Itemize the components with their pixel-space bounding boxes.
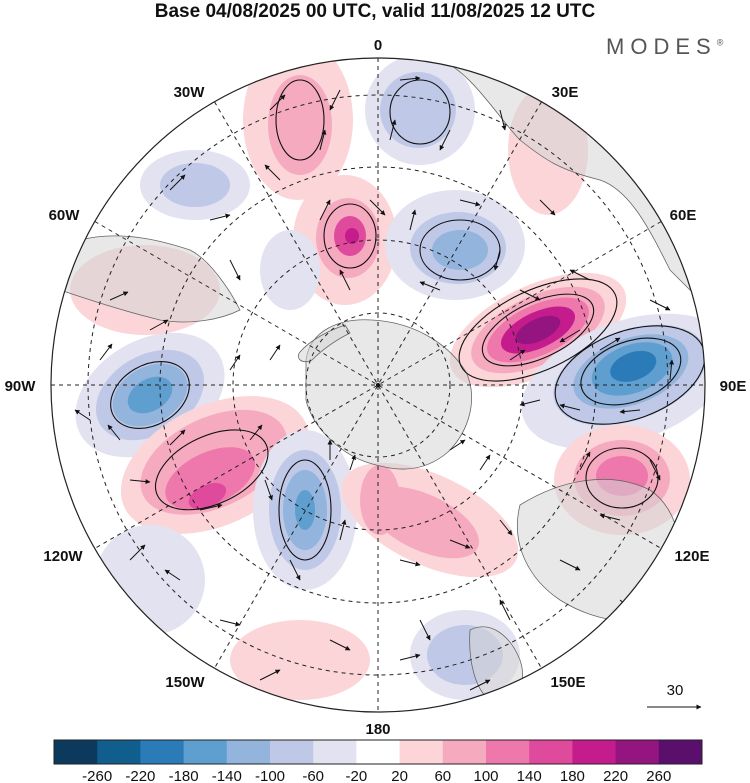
colorbar-swatch bbox=[399, 740, 444, 764]
lon-label-60w: 60W bbox=[49, 207, 81, 224]
lon-label-180: 180 bbox=[365, 721, 390, 738]
wind-vectors bbox=[74, 75, 675, 691]
colorbar-tick: 60 bbox=[434, 768, 451, 783]
colorbar-swatch bbox=[140, 740, 185, 764]
map-disk bbox=[51, 58, 705, 712]
colorbar-swatch bbox=[529, 740, 573, 764]
colorbar-swatch bbox=[97, 740, 141, 764]
colorbar-swatch bbox=[226, 740, 271, 764]
colorbar-tick: -220 bbox=[125, 768, 155, 783]
colorbar-swatch bbox=[615, 740, 660, 764]
colorbar-tick: 20 bbox=[391, 768, 408, 783]
colorbar-swatch bbox=[183, 740, 228, 764]
map-boundary bbox=[50, 57, 706, 713]
anomaly-positive-50e bbox=[449, 272, 627, 388]
colorbar-tick: -60 bbox=[302, 768, 324, 783]
colorbar-tick: -180 bbox=[169, 768, 199, 783]
colorbar-swatch bbox=[486, 740, 530, 764]
south-pole bbox=[376, 383, 380, 387]
colorbar-tick: -100 bbox=[255, 768, 285, 783]
colorbar-swatch bbox=[54, 740, 98, 764]
lon-label-120e: 120E bbox=[674, 548, 709, 565]
brand-mark: ® bbox=[716, 37, 724, 48]
lon-label-30e: 30E bbox=[552, 84, 579, 101]
map-title: Base 04/08/2025 00 UTC, valid 11/08/2025… bbox=[154, 1, 596, 22]
lon-label-30w: 30W bbox=[174, 84, 206, 101]
colorbar-tick: -20 bbox=[346, 768, 368, 783]
colorbar-tick: -260 bbox=[82, 768, 112, 783]
lon-label-60e: 60E bbox=[670, 207, 697, 224]
lon-label-90e: 90E bbox=[720, 378, 747, 395]
colorbar-swatch bbox=[313, 740, 357, 764]
colorbar-swatch bbox=[270, 740, 314, 764]
colorbar-frame bbox=[53, 739, 703, 765]
longitude-labels: 0 30E 60E 90E 120E 150E 180 150W 120W 90… bbox=[5, 37, 747, 738]
antarctic-peninsula bbox=[297, 324, 351, 363]
lon-label-90w: 90W bbox=[5, 378, 37, 395]
colorbar-tick: 260 bbox=[646, 768, 671, 783]
reference-vector-label: 30 bbox=[667, 682, 684, 699]
colorbar bbox=[53, 739, 703, 765]
graticule bbox=[51, 58, 705, 712]
reference-vector: 30 bbox=[647, 682, 702, 710]
lon-label-120w: 120W bbox=[43, 548, 83, 565]
colorbar-swatch bbox=[442, 740, 487, 764]
colorbar-tick: -140 bbox=[212, 768, 242, 783]
south-america bbox=[59, 235, 241, 323]
colorbar-tick: 100 bbox=[473, 768, 498, 783]
colorbar-tick: 180 bbox=[560, 768, 585, 783]
lon-label-150e: 150E bbox=[550, 674, 585, 691]
lon-label-150w: 150W bbox=[165, 674, 205, 691]
colorbar-swatch bbox=[572, 740, 617, 764]
colorbar-tick: 220 bbox=[603, 768, 628, 783]
brand-logo: MODES® bbox=[606, 34, 723, 60]
lon-label-0: 0 bbox=[374, 37, 382, 54]
colorbar-swatch bbox=[356, 740, 401, 764]
colorbar-tick: 140 bbox=[517, 768, 542, 783]
colorbar-swatch bbox=[658, 740, 703, 764]
colorbar-labels: -260 -220 -180 -140 -100 -60 -20 20 60 1… bbox=[82, 768, 671, 783]
brand-text: MODES bbox=[606, 34, 717, 59]
